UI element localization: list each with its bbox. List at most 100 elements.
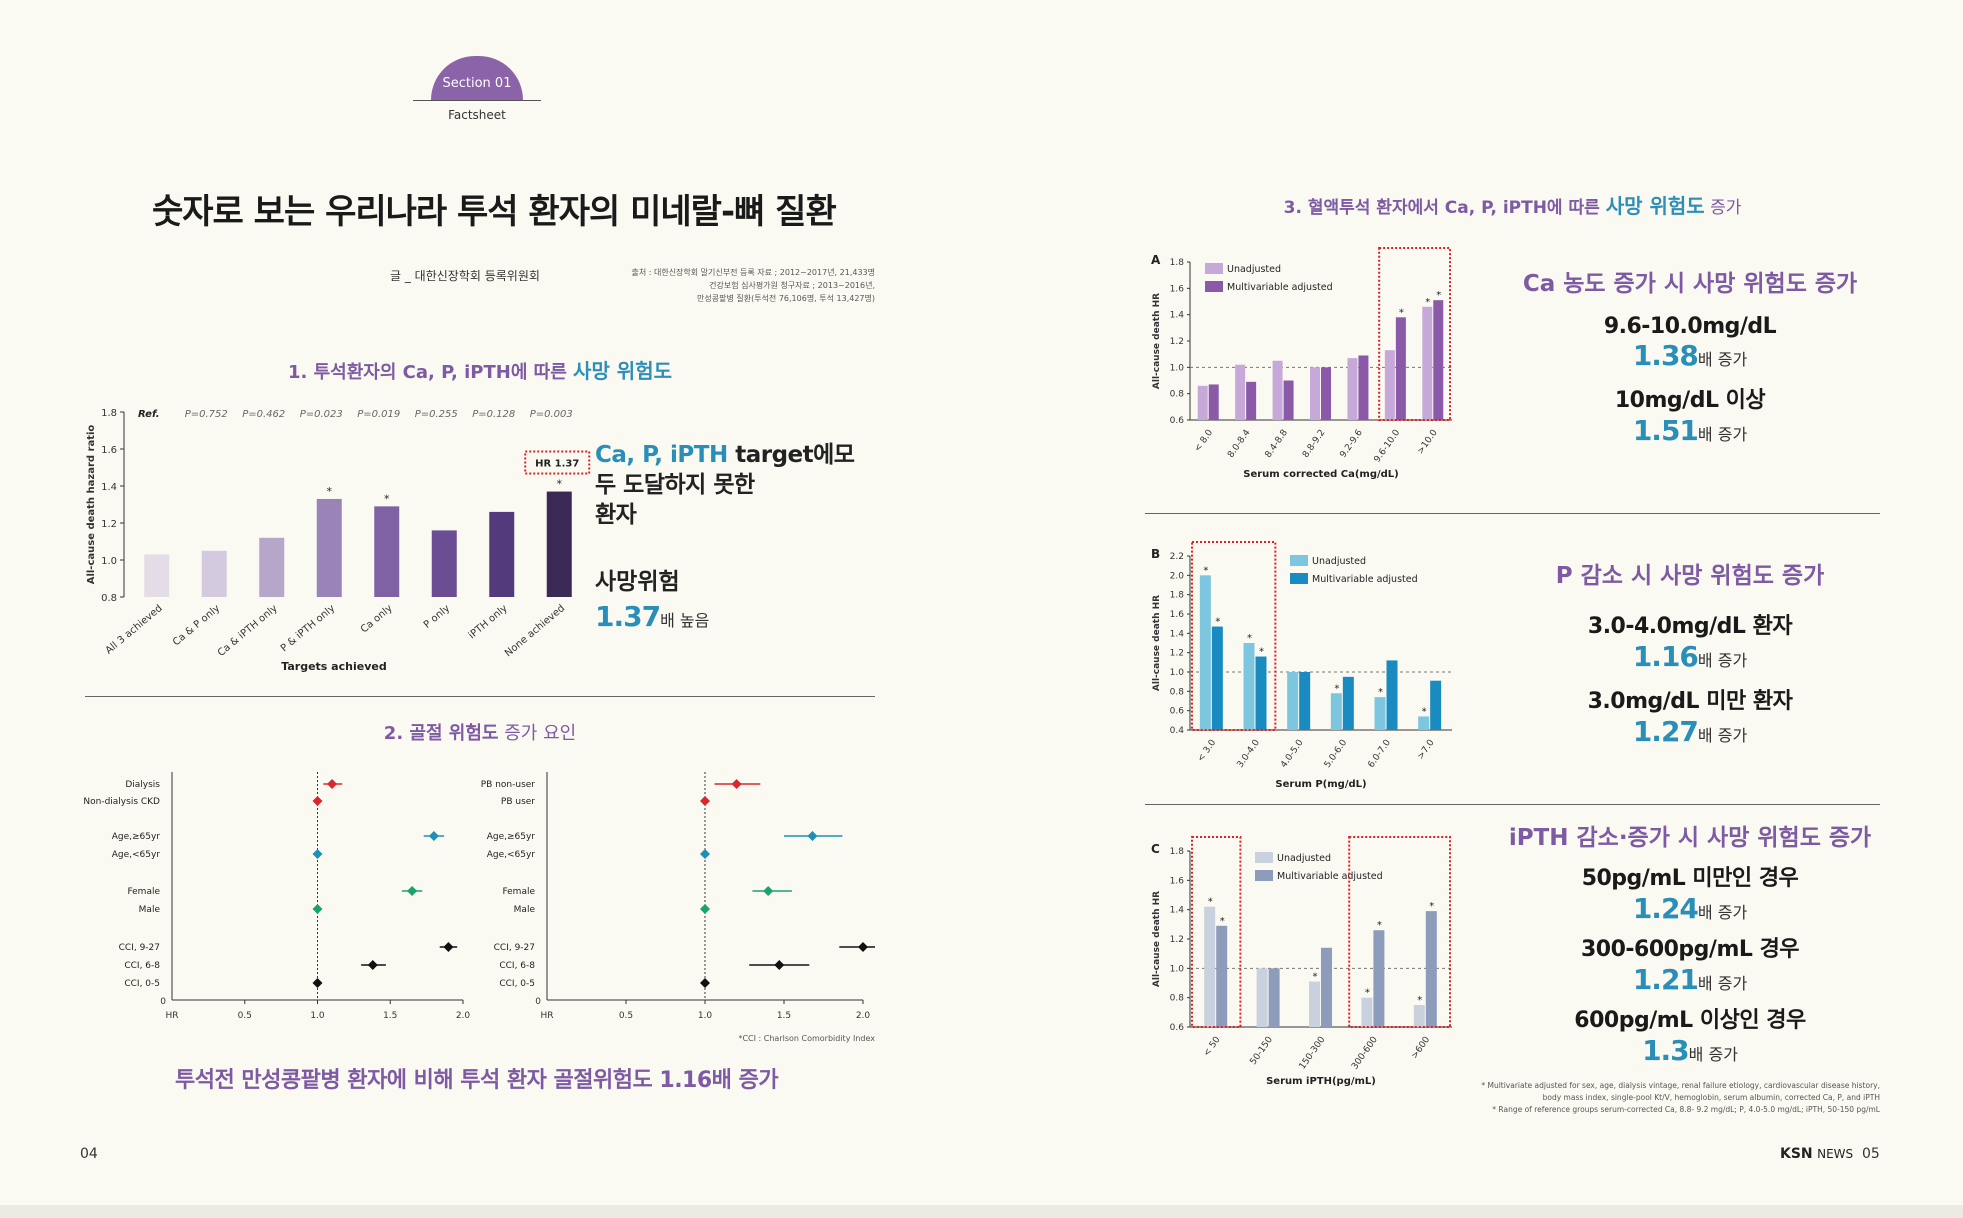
legend-label: Unadjusted [1277, 853, 1331, 864]
hr-point [407, 886, 418, 896]
callout-p-item2-value: 1.27배 증가 [1500, 715, 1880, 748]
x-tick-label: 8.0-8.4 [1226, 428, 1253, 460]
section-badge: Section 01 [413, 56, 541, 101]
fracture-forest-plot-right: 0 HR 0.5 1.0 1.5 2.0 PB non-user PB user Age,≥65… [481, 772, 875, 1021]
bar [1386, 660, 1398, 730]
fracture-conclusion: 투석전 만성콩팥병 환자에 비해 투석 환자 골절위험도 1.16배 증가 [175, 1068, 779, 1093]
bar [1413, 1005, 1425, 1027]
legend-swatch [1205, 281, 1223, 292]
x-tick-label: 1.0 [310, 1011, 325, 1021]
x-tick-label: Ca & P only [171, 603, 222, 649]
y-tick-label: 1.2 [1170, 337, 1184, 347]
bar [1433, 300, 1444, 420]
significance-star: * [1334, 683, 1339, 694]
y-tick-label: 1.6 [1170, 610, 1185, 620]
bar [1373, 930, 1385, 1027]
x-tick-label: 8.8-9.2 [1301, 428, 1327, 460]
row-label: Dialysis [125, 780, 160, 790]
row-label: CCI, 6-8 [499, 961, 535, 971]
value-number: 1.16 [1632, 640, 1699, 673]
bar [1321, 947, 1332, 1027]
zero-label: 0 [160, 997, 166, 1007]
callout-risk-value: 1.37배 높음 [595, 600, 855, 633]
callout-p-title: P 감소 시 사망 위험도 증가 [1555, 563, 1825, 589]
significance-star: * [1215, 617, 1220, 628]
x-axis-label: Serum P(mg/dL) [1275, 779, 1366, 790]
row-label: Age,≥65yr [112, 832, 161, 842]
y-tick-label: 1.4 [1170, 311, 1185, 321]
bar [546, 491, 572, 597]
section-rule [413, 100, 541, 101]
bar [1299, 672, 1311, 730]
callout-ipth-item2-text: 300-600pg/mL 경우 [1580, 937, 1800, 962]
x-tick-label: >7.0 [1416, 738, 1437, 762]
x-tick-label: 300-600 [1350, 1035, 1380, 1072]
ipth-bar-chart: C 0.6 0.8 1.0 1.2 1.4 1.6 1.8 All-cause death HR… [1151, 836, 1452, 1087]
y-tick-label: 0.8 [101, 593, 117, 604]
bar [259, 537, 285, 597]
p-value: P=0.019 [357, 409, 400, 420]
significance-star: * [1378, 687, 1383, 698]
bar [1418, 716, 1430, 730]
x-tick-label: P only [422, 603, 452, 631]
x-tick-label: 4.0-5.0 [1279, 738, 1306, 770]
x-axis-label: Targets achieved [281, 660, 386, 673]
row-label: Age,≥65yr [487, 832, 536, 842]
row-label: Male [514, 905, 536, 915]
y-tick-label: 1.0 [101, 556, 117, 567]
callout-ca-title: Ca 농도 증가 시 사망 위험도 증가 [1522, 271, 1858, 297]
bar [1268, 968, 1280, 1027]
source-line: 만성콩팥병 질환(투석전 76,106명, 투석 13,427명) [697, 294, 875, 303]
bar [1255, 656, 1267, 730]
hr-point [428, 831, 439, 841]
bar [1342, 676, 1354, 730]
legend-label: Multivariable adjusted [1312, 574, 1418, 585]
x-tick-label: 2.0 [456, 1011, 471, 1021]
significance-star: * [1422, 706, 1427, 717]
significance-star: * [1399, 307, 1404, 318]
legend-swatch [1290, 555, 1308, 566]
value-suffix: 배 증가 [1697, 974, 1748, 993]
x-tick-label: None achieved [503, 603, 567, 659]
value-number: 1.21 [1632, 963, 1699, 996]
callout-targets: Ca, P, iPTH target에모 두 도달하지 못한 환자 사망위험 1… [595, 440, 855, 633]
callout-ipth-item1-text: 50pg/mL 미만인 경우 [1581, 866, 1799, 891]
p-value: P=0.255 [415, 409, 458, 420]
footnote: * Multivariate adjusted for sex, age, di… [1481, 1081, 1880, 1090]
row-label: Male [139, 905, 161, 915]
hr-point [312, 849, 323, 859]
section2-title-suffix: 증가 요인 [498, 723, 577, 744]
significance-star: * [1203, 565, 1208, 576]
bar [1358, 355, 1369, 420]
bar [1204, 906, 1216, 1027]
hr-point [312, 796, 323, 806]
hr-point [367, 960, 378, 970]
row-label: CCI, 9-27 [494, 943, 535, 953]
row-label: CCI, 0-5 [499, 979, 535, 989]
value-suffix: 배 증가 [1688, 1045, 1738, 1064]
highlight-box [1191, 836, 1242, 1028]
section-label: Section 01 [431, 56, 523, 100]
source-line: 출처 : 대한신장학회 말기신부전 등록 자료 ; 2012~2017년, 21… [631, 268, 875, 277]
bar [1287, 672, 1299, 730]
source-note: 출처 : 대한신장학회 말기신부전 등록 자료 ; 2012~2017년, 21… [560, 266, 875, 305]
callout-p-item1-text: 3.0-4.0mg/dL 환자 [1587, 614, 1793, 639]
hr-point [700, 849, 710, 859]
cci-note: *CCI : Charlson Comorbidity Index [738, 1034, 875, 1043]
bar [1208, 384, 1219, 420]
y-tick-label: 1.4 [101, 482, 117, 493]
bar [1243, 643, 1255, 730]
callout-p-item1-value: 1.16배 증가 [1500, 640, 1880, 673]
callout-ipth-item1-value: 1.24배 증가 [1500, 892, 1880, 925]
ca-bar-chart: A 0.6 0.8 1.0 1.2 1.4 1.6 1.8 All-cause death HR… [1151, 247, 1452, 480]
legend-swatch [1255, 852, 1273, 863]
x-tick-label: All 3 achieved [104, 603, 165, 657]
bar [1384, 350, 1395, 420]
x-axis-label: HR [540, 1011, 553, 1021]
y-tick-label: 0.8 [1170, 994, 1185, 1004]
fracture-forest-plot-left: 0 HR 0.5 1.0 1.5 2.0 Dialysis Non-dialysis CKD A… [83, 772, 471, 1021]
hr-point [327, 779, 338, 789]
x-tick-label: 9.6-10.0 [1373, 428, 1403, 465]
x-tick-label: 1.5 [383, 1011, 397, 1021]
brand-bold: KSN [1780, 1146, 1813, 1162]
